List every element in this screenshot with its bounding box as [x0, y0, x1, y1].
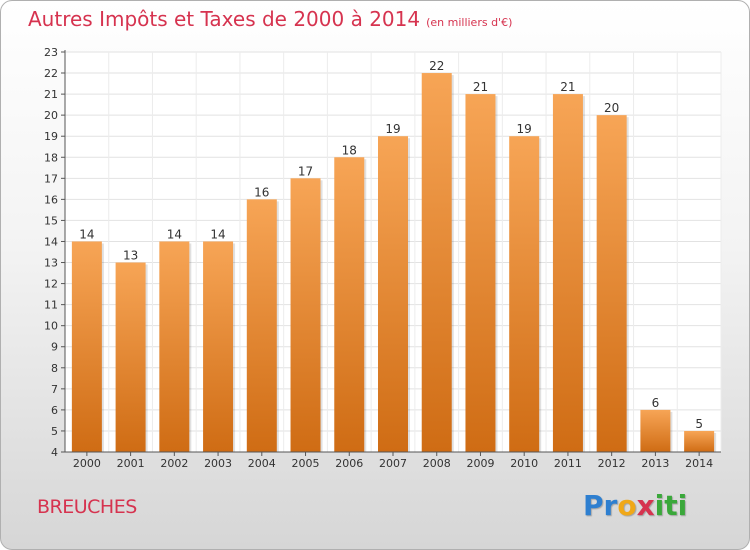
data-label: 13: [123, 249, 138, 263]
logo-letter: i: [654, 489, 665, 522]
x-tick-label: 2007: [379, 457, 407, 470]
data-label: 14: [79, 227, 94, 241]
logo-letter: x: [636, 489, 655, 522]
bar: [290, 178, 321, 452]
data-label: 6: [652, 396, 660, 410]
data-label: 21: [473, 80, 488, 94]
bar: [596, 115, 627, 452]
y-tick-label: 4: [51, 446, 58, 459]
x-tick-label: 2002: [160, 457, 188, 470]
x-tick-label: 2003: [204, 457, 232, 470]
chart-title-text: Autres Impôts et Taxes de 2000 à 2014: [28, 7, 421, 31]
data-label: 5: [695, 417, 703, 431]
x-tick-label: 2004: [248, 457, 276, 470]
x-tick-label: 2010: [510, 457, 538, 470]
logo-letter: o: [617, 489, 637, 522]
x-tick-label: 2009: [466, 457, 494, 470]
data-label: 14: [167, 227, 182, 241]
x-tick-label: 2000: [73, 457, 101, 470]
data-label: 16: [254, 185, 269, 199]
y-tick-label: 14: [44, 235, 58, 248]
chart-unit: (en milliers d'€): [426, 16, 513, 29]
x-tick-label: 2011: [554, 457, 582, 470]
y-tick-label: 5: [51, 425, 58, 438]
bars: [71, 73, 717, 453]
logo-letter: t: [664, 489, 678, 522]
chart-title: Autres Impôts et Taxes de 2000 à 2014 (en…: [28, 7, 512, 31]
axes: [61, 50, 721, 456]
y-tick-label: 21: [44, 88, 58, 101]
x-tick-label: 2014: [685, 457, 713, 470]
data-label: 18: [342, 143, 357, 157]
bar: [334, 157, 365, 452]
x-tick-label: 2012: [598, 457, 626, 470]
y-tick-label: 16: [44, 193, 58, 206]
y-tick-label: 20: [44, 109, 58, 122]
data-label: 14: [210, 227, 225, 241]
bar: [465, 94, 496, 453]
place-name: BREUCHES: [37, 496, 137, 518]
y-tick-label: 11: [44, 299, 58, 312]
y-tick-label: 12: [44, 278, 58, 291]
y-tick-label: 7: [51, 383, 58, 396]
y-tick-label: 13: [44, 257, 58, 270]
bar: [552, 94, 583, 453]
x-tick-label: 2006: [335, 457, 363, 470]
y-tick-label: 6: [51, 404, 58, 417]
x-tick-label: 2008: [423, 457, 451, 470]
bar: [509, 136, 540, 453]
logo-letter: r: [603, 489, 618, 522]
bar: [71, 241, 102, 452]
logo-letter: i: [677, 489, 688, 522]
data-label: 21: [560, 80, 575, 94]
bar: [203, 241, 234, 452]
y-tick-label: 18: [44, 151, 58, 164]
bar: [159, 241, 190, 452]
data-label: 19: [517, 122, 532, 136]
bar: [421, 73, 452, 452]
y-tick-label: 17: [44, 172, 58, 185]
bar: [246, 199, 277, 452]
x-tick-label: 2005: [292, 457, 320, 470]
logo-letter: P: [583, 489, 604, 522]
data-label: 20: [604, 101, 619, 115]
labels: 4 5 6 7 8 9 10 11 12 13 14 15 16 17 18 19 20 21 22 23 14 2000…: [44, 46, 713, 470]
y-tick-label: 8: [51, 362, 58, 375]
y-tick-label: 9: [51, 341, 58, 354]
x-tick-label: 2001: [117, 457, 145, 470]
bar: [115, 262, 146, 452]
bar: [640, 409, 671, 452]
data-label: 17: [298, 164, 313, 178]
y-tick-label: 23: [44, 46, 58, 59]
data-label: 19: [385, 122, 400, 136]
bar: [684, 430, 715, 452]
bar: [378, 136, 408, 453]
proxiti-logo: Proxiti: [583, 489, 687, 522]
y-tick-label: 19: [44, 130, 58, 143]
y-tick-label: 10: [44, 320, 58, 333]
y-tick-label: 22: [44, 67, 58, 80]
x-tick-label: 2013: [641, 457, 669, 470]
y-tick-label: 15: [44, 214, 58, 227]
data-label: 22: [429, 59, 444, 73]
